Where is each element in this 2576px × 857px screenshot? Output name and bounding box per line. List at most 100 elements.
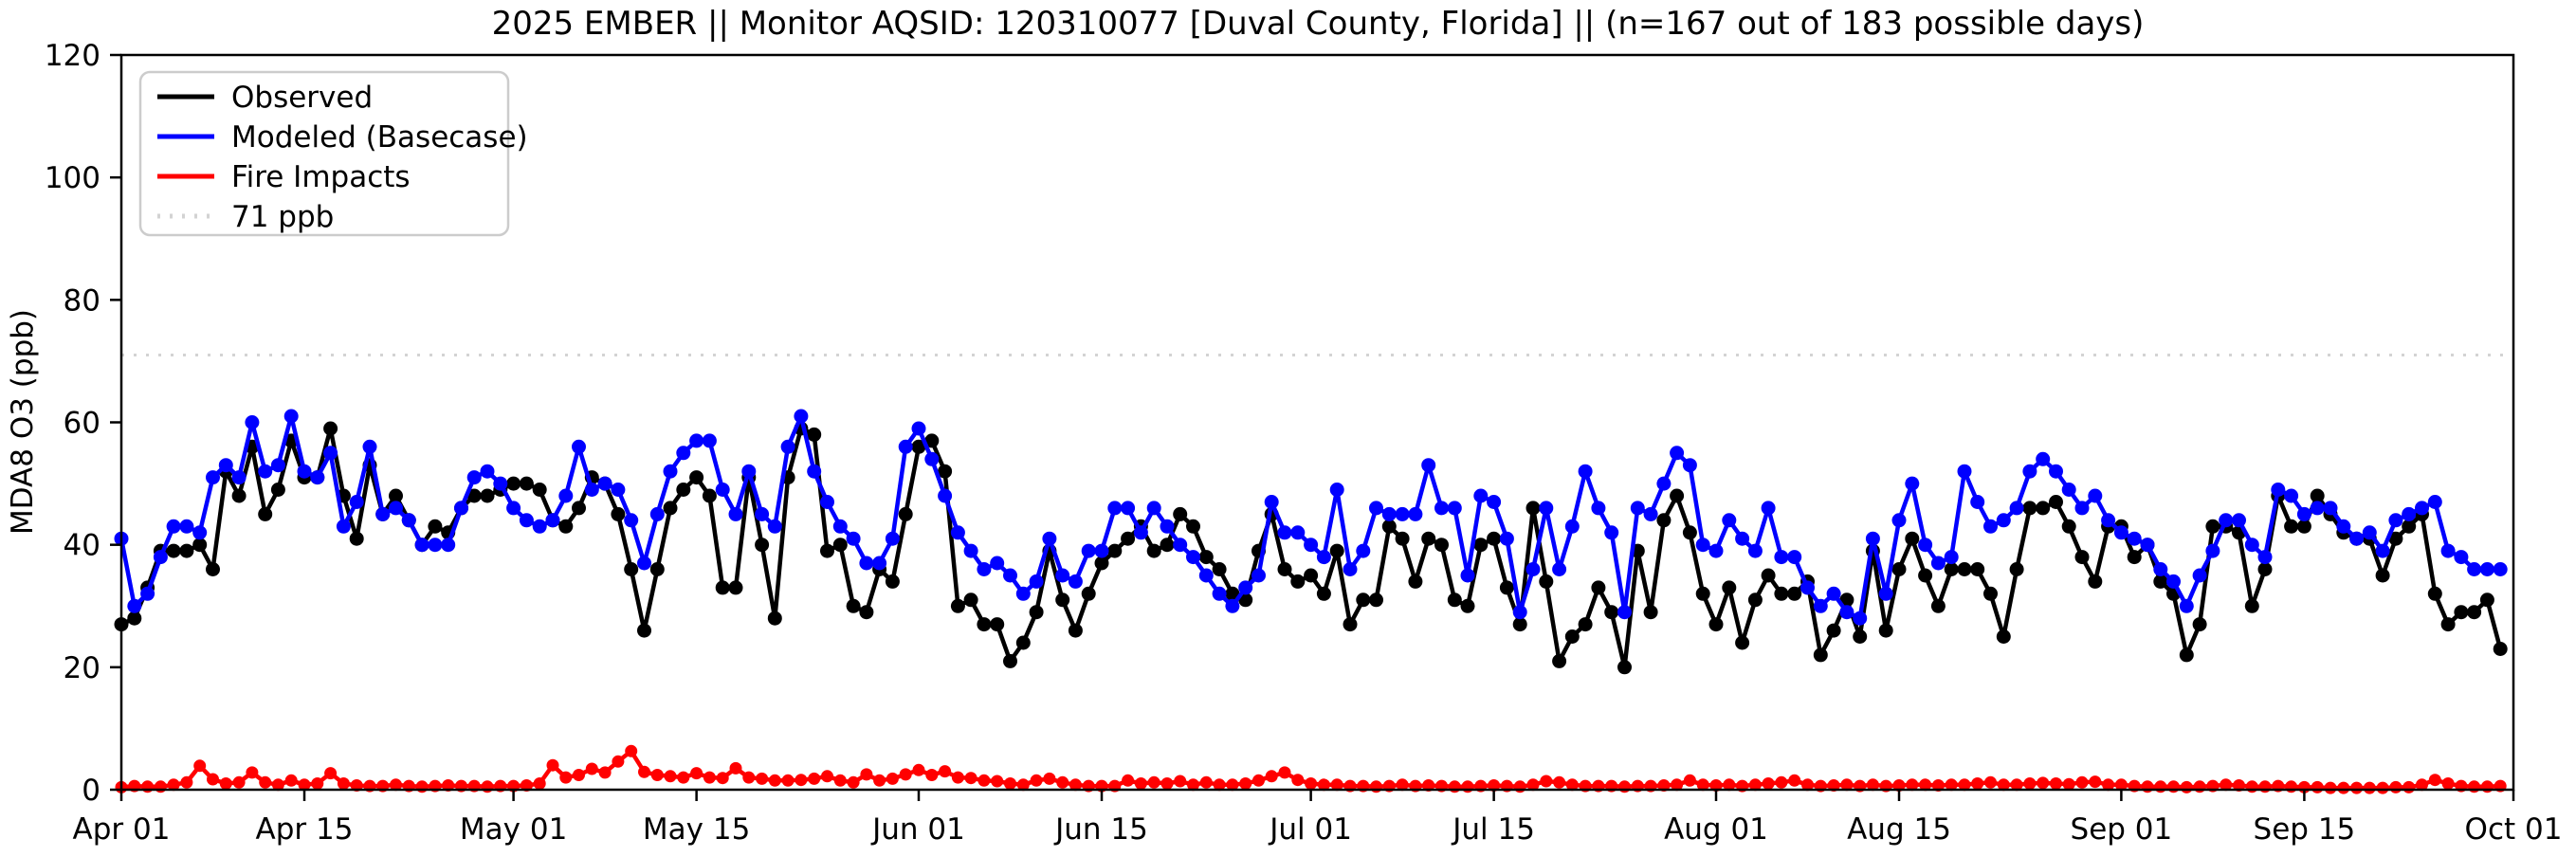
data-point: [2088, 574, 2103, 589]
data-point: [1055, 593, 1070, 608]
data-point: [1722, 513, 1737, 528]
data-point: [2440, 543, 2456, 558]
data-point: [963, 593, 978, 608]
data-point: [1801, 778, 1814, 792]
data-point: [689, 470, 704, 485]
x-tick-label: Aug 15: [1847, 812, 1951, 847]
data-point: [664, 770, 677, 783]
data-point: [1277, 562, 1292, 576]
data-point: [741, 464, 757, 479]
data-point: [1252, 774, 1265, 787]
data-point: [1238, 580, 1253, 595]
data-point: [912, 763, 925, 776]
data-point: [1918, 568, 1933, 583]
data-point: [1656, 513, 1672, 528]
data-point: [1983, 519, 1998, 534]
data-point: [1735, 635, 1750, 650]
data-point: [297, 464, 312, 479]
data-point: [1919, 778, 1932, 792]
data-point: [898, 439, 913, 454]
data-point: [715, 483, 730, 497]
data-point: [794, 409, 809, 424]
legend-label-71-ppb: 71 ppb: [231, 200, 334, 234]
data-point: [2101, 513, 2116, 528]
data-point: [1343, 562, 1358, 576]
data-point: [963, 543, 978, 558]
data-point: [2062, 777, 2075, 791]
data-point: [2074, 501, 2090, 516]
data-point: [180, 775, 193, 789]
data-point: [1787, 586, 1802, 601]
data-point: [1617, 605, 1632, 620]
data-point: [1329, 543, 1344, 558]
data-point: [1068, 623, 1083, 638]
data-point: [1239, 777, 1252, 790]
data-point: [1906, 778, 1919, 792]
data-point: [127, 598, 142, 613]
data-point: [1984, 775, 1997, 789]
data-point: [1434, 538, 1449, 553]
data-point: [742, 771, 756, 784]
data-point: [1198, 550, 1214, 565]
data-point: [1186, 550, 1200, 565]
data-point: [558, 519, 574, 534]
data-point: [2310, 488, 2325, 503]
data-point: [1813, 647, 1828, 663]
data-point: [1905, 531, 1920, 546]
data-point: [2074, 550, 2090, 565]
data-point: [2023, 777, 2037, 790]
data-point: [1957, 464, 1972, 479]
data-point: [767, 611, 782, 626]
data-point: [1081, 586, 1096, 601]
data-point: [2349, 531, 2365, 546]
data-point: [2009, 562, 2024, 576]
data-point: [533, 777, 546, 790]
data-point: [415, 780, 429, 793]
data-point: [1735, 531, 1750, 546]
x-tick-label: Jun 15: [1053, 812, 1148, 847]
data-point: [1343, 617, 1358, 632]
data-point: [2167, 780, 2180, 793]
data-point: [611, 483, 626, 497]
data-point: [2179, 598, 2194, 613]
data-point: [939, 765, 952, 778]
data-point: [1016, 778, 1030, 792]
data-point: [167, 778, 180, 792]
data-point: [924, 433, 940, 448]
data-point: [2141, 780, 2154, 793]
data-point: [1748, 778, 1762, 792]
data-point: [349, 531, 364, 546]
data-point: [192, 525, 208, 540]
data-point: [1526, 778, 1540, 792]
data-point: [1578, 464, 1593, 479]
data-point: [270, 458, 285, 473]
data-point: [310, 470, 325, 485]
data-point: [951, 771, 964, 784]
data-point: [820, 543, 834, 558]
data-point: [1787, 550, 1802, 565]
data-point: [337, 777, 350, 790]
data-point: [1251, 568, 1266, 583]
data-point: [677, 771, 690, 784]
data-point: [258, 464, 273, 479]
data-point: [2075, 775, 2089, 789]
data-point: [1225, 598, 1240, 613]
data-point: [2140, 538, 2155, 553]
data-point: [2296, 519, 2311, 534]
data-point: [1277, 525, 1292, 540]
data-point: [1696, 778, 1709, 792]
data-point: [1670, 446, 1685, 461]
data-point: [1316, 586, 1331, 601]
data-point: [1146, 501, 1161, 516]
data-point: [166, 543, 181, 558]
data-point: [207, 773, 219, 786]
data-point: [1056, 775, 1069, 789]
data-point: [702, 488, 717, 503]
data-point: [1160, 519, 1175, 534]
data-point: [1944, 550, 1959, 565]
data-point: [1839, 605, 1854, 620]
data-point: [2049, 464, 2063, 479]
data-point: [1878, 623, 1893, 638]
data-point: [1945, 778, 1958, 792]
data-point: [964, 772, 977, 785]
